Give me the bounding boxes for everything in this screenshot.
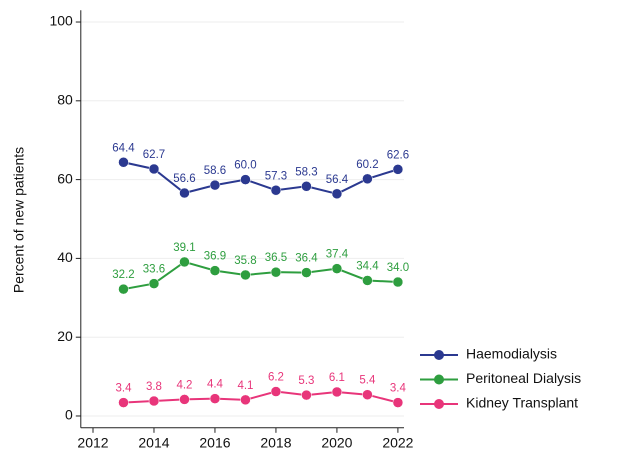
data-point (148, 163, 160, 175)
value-label: 3.4 (115, 383, 132, 395)
value-label: 4.2 (176, 379, 192, 391)
value-label: 57.3 (265, 170, 287, 182)
value-label: 5.3 (298, 375, 314, 387)
value-label: 62.6 (387, 149, 409, 161)
value-label: 34.0 (387, 262, 409, 274)
data-point (179, 256, 190, 268)
legend-label: Haemodialysis (466, 346, 557, 362)
data-point (148, 395, 160, 407)
legend-label: Peritoneal Dialysis (466, 370, 581, 386)
data-point (362, 173, 373, 185)
data-point (392, 276, 404, 288)
data-point (301, 181, 312, 192)
data-point (209, 393, 221, 404)
value-label: 35.8 (234, 255, 256, 267)
data-point (331, 386, 343, 398)
data-point (240, 269, 251, 281)
legend-marker (434, 374, 444, 385)
value-label: 36.9 (204, 251, 226, 263)
x-tick-label: 2014 (138, 435, 169, 451)
x-tick-label: 2020 (321, 435, 352, 451)
value-label: 36.5 (265, 252, 287, 264)
y-tick-label: 100 (49, 13, 73, 29)
data-point (209, 265, 221, 276)
data-point (179, 394, 190, 405)
value-label: 4.1 (237, 380, 253, 392)
value-label: 60.0 (234, 160, 256, 172)
value-label: 56.4 (326, 174, 349, 186)
data-point (331, 263, 343, 274)
y-tick-label: 80 (57, 92, 73, 108)
value-label: 4.4 (207, 379, 224, 391)
legend-label: Kidney Transplant (466, 395, 578, 411)
data-point (179, 187, 190, 199)
value-label: 34.4 (356, 260, 379, 272)
value-label: 58.6 (204, 165, 226, 177)
x-tick-label: 2018 (260, 435, 291, 451)
data-point (301, 389, 312, 401)
y-axis-label: Percent of new patients (11, 147, 27, 293)
value-label: 62.7 (143, 149, 165, 161)
data-point (240, 394, 251, 406)
data-point (240, 174, 251, 185)
data-point (362, 275, 373, 286)
data-point (362, 389, 373, 400)
y-tick-label: 60 (57, 170, 73, 186)
value-label: 3.8 (146, 381, 162, 393)
x-tick-label: 2016 (199, 435, 230, 451)
data-point (118, 283, 129, 295)
x-tick-label: 2012 (77, 435, 108, 451)
value-label: 6.1 (329, 372, 345, 384)
data-point (331, 188, 343, 200)
value-label: 37.4 (326, 249, 349, 261)
data-point (209, 179, 221, 191)
value-label: 56.6 (173, 173, 195, 185)
value-label: 32.2 (112, 269, 134, 281)
data-point (118, 157, 129, 168)
y-tick-label: 0 (65, 407, 73, 423)
value-label: 36.4 (295, 253, 318, 265)
value-label: 39.1 (173, 242, 195, 254)
data-point (392, 397, 404, 408)
data-point (392, 164, 404, 175)
legend-marker (434, 399, 444, 409)
data-point (270, 386, 282, 397)
value-label: 33.6 (143, 264, 165, 276)
series-line (123, 260, 398, 291)
legend-marker (434, 350, 444, 360)
y-tick-label: 40 (57, 249, 73, 265)
value-label: 60.2 (356, 159, 378, 171)
series-line (123, 161, 399, 195)
value-label: 3.4 (390, 383, 407, 395)
data-point (270, 266, 282, 278)
data-point (148, 278, 160, 289)
x-tick-label: 2022 (382, 435, 413, 451)
value-label: 58.3 (295, 166, 317, 178)
data-point (301, 267, 312, 278)
series-line (123, 390, 399, 404)
y-tick-label: 20 (57, 328, 73, 344)
data-point (118, 397, 129, 408)
value-label: 5.4 (359, 375, 376, 387)
value-label: 6.2 (268, 372, 284, 384)
data-point (270, 184, 282, 196)
value-label: 64.4 (112, 142, 135, 154)
